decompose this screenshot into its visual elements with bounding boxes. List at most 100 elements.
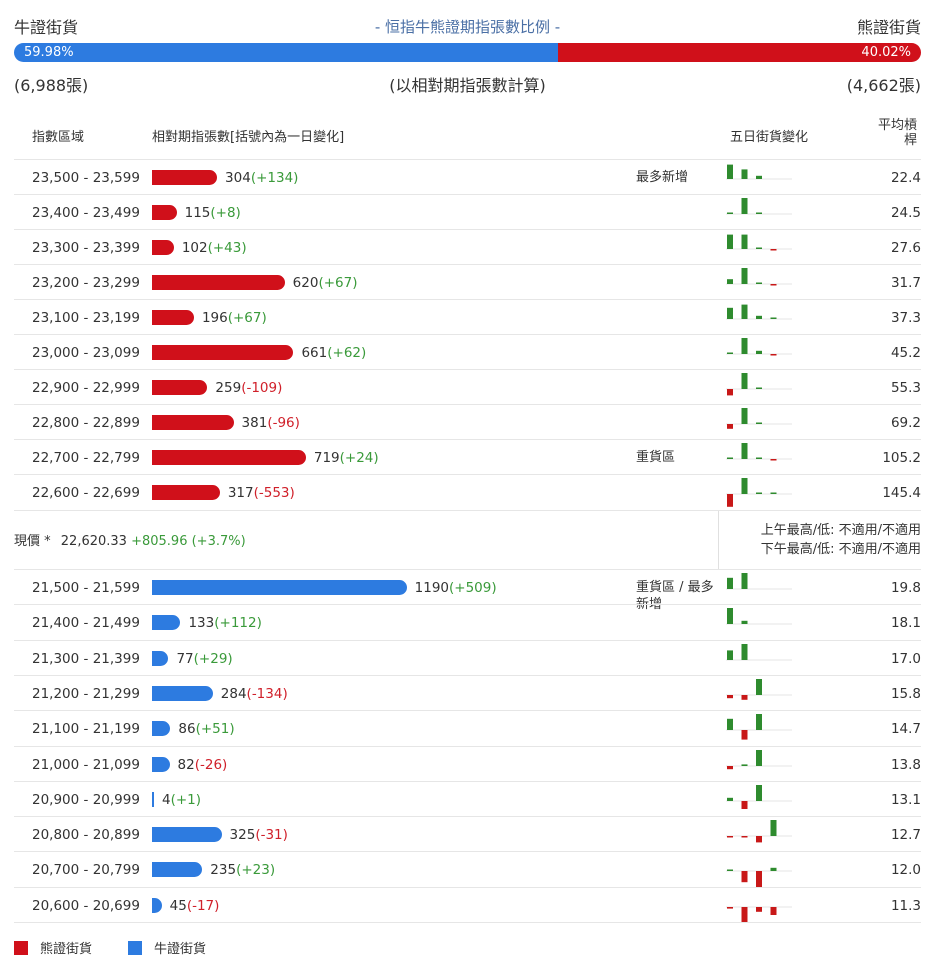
count: 719 xyxy=(313,450,340,466)
pm-high-low: 下午最高/低: 不適用/不適用 xyxy=(760,542,921,557)
five-day-bar xyxy=(741,836,748,838)
index-range: 21,000 - 21,099 xyxy=(32,756,140,773)
five-day-bar xyxy=(727,164,733,179)
table-row: 21,400 - 21,499 133(+112) 18.1 xyxy=(14,604,921,639)
current-change: +805.96 (+3.7%) xyxy=(131,534,246,549)
col-range: 指數區域 xyxy=(32,130,85,145)
table-row: 21,100 - 21,199 86(+51) 14.7 xyxy=(14,710,921,745)
one-day-change: (-553) xyxy=(253,485,295,501)
one-day-change: (+67) xyxy=(318,275,358,291)
col-contracts: 相對期指張數[括號內為一日變化] xyxy=(152,130,345,145)
five-day-bar xyxy=(741,268,748,284)
contracts-value: 196(+67) xyxy=(202,310,267,326)
table-row: 23,500 - 23,599 304(+134) 最多新增 22.4 xyxy=(14,159,921,194)
five-day-bar xyxy=(770,492,777,494)
five-day-sparkline xyxy=(726,784,792,809)
contracts-bar xyxy=(152,450,306,465)
one-day-change: (+509) xyxy=(449,580,497,596)
five-day-bar xyxy=(727,718,733,731)
table-row: 23,200 - 23,299 620(+67) 31.7 xyxy=(14,264,921,299)
contracts-bar xyxy=(152,650,169,666)
legend-bear: 熊證街貨 xyxy=(40,942,93,957)
count: 381 xyxy=(241,415,268,431)
contracts-bar xyxy=(152,345,294,360)
five-day-sparkline xyxy=(726,906,792,923)
contracts-bar xyxy=(152,310,194,325)
contracts-value: 86(+51) xyxy=(178,721,234,737)
five-day-sparkline xyxy=(726,478,792,507)
five-day-bar xyxy=(741,800,748,809)
count: 196 xyxy=(201,310,228,326)
five-day-sparkline xyxy=(726,749,792,769)
table-row: 22,700 - 22,799 719(+24) 重貨區 105.2 xyxy=(14,439,921,474)
avg-leverage: 37.3 xyxy=(890,310,921,326)
five-day-sparkline xyxy=(726,643,792,661)
one-day-change: (-31) xyxy=(255,827,288,844)
current-price: 22,620.33 xyxy=(60,534,127,549)
avg-leverage: 31.7 xyxy=(890,275,921,291)
one-day-change: (+1) xyxy=(170,791,202,808)
table-row: 20,600 - 20,699 45(-17) 11.3 xyxy=(14,886,921,923)
bull-ratio-segment: 59.98% xyxy=(14,43,559,62)
five-day-bar xyxy=(756,350,762,354)
five-day-bar xyxy=(727,797,733,801)
five-day-bar xyxy=(756,387,762,389)
table-row: 20,900 - 20,999 4(+1) 13.1 xyxy=(14,780,921,816)
five-day-bar xyxy=(741,643,748,660)
legend: 熊證街貨 牛證街貨 xyxy=(14,938,206,957)
avg-leverage: 17.0 xyxy=(890,650,921,667)
avg-leverage: 69.2 xyxy=(890,415,921,431)
five-day-bar xyxy=(727,577,733,589)
five-day-sparkline xyxy=(726,820,792,843)
five-day-bar xyxy=(727,352,733,354)
one-day-change: (+43) xyxy=(207,240,247,256)
five-day-bar xyxy=(770,868,777,872)
contracts-bar xyxy=(152,240,174,255)
col-avg-leverage: 平均槓桿 xyxy=(877,118,917,148)
table-row: 21,300 - 21,399 77(+29) 17.0 xyxy=(14,639,921,675)
five-day-bar xyxy=(756,678,762,695)
contracts-bar xyxy=(152,205,177,220)
contracts-bar xyxy=(152,380,208,395)
five-day-bar xyxy=(741,443,748,459)
five-day-bar xyxy=(741,730,748,740)
avg-leverage: 13.1 xyxy=(890,791,921,808)
one-day-change: (+8) xyxy=(210,205,241,221)
contracts-bar xyxy=(152,170,218,185)
count: 82 xyxy=(177,756,195,773)
table-row: 23,400 - 23,499 115(+8) 24.5 xyxy=(14,194,921,229)
five-day-bar xyxy=(741,198,748,214)
avg-leverage: 14.7 xyxy=(890,721,921,738)
current-price-row: 現價 * 22,620.33 +805.96 (+3.7%) 上午最高/低: 不… xyxy=(14,510,921,570)
contracts-bar xyxy=(152,685,213,701)
avg-leverage: 12.7 xyxy=(890,827,921,844)
five-day-bar xyxy=(727,279,733,284)
avg-leverage: 45.2 xyxy=(890,345,921,361)
five-day-sparkline xyxy=(726,304,792,320)
index-range: 23,300 - 23,399 xyxy=(32,240,140,256)
five-day-bar xyxy=(727,424,733,429)
count: 235 xyxy=(210,862,237,879)
avg-leverage: 18.1 xyxy=(890,615,921,632)
index-range: 21,300 - 21,399 xyxy=(32,650,140,667)
index-range: 23,500 - 23,599 xyxy=(32,170,140,186)
contracts-value: 661(+62) xyxy=(301,345,366,361)
five-day-bar xyxy=(741,169,748,179)
five-day-bar xyxy=(756,836,762,843)
five-day-bar xyxy=(741,338,748,354)
five-day-bar xyxy=(770,354,777,356)
table-row: 21,000 - 21,099 82(-26) 13.8 xyxy=(14,745,921,781)
avg-leverage: 105.2 xyxy=(882,450,921,466)
index-range: 23,200 - 23,299 xyxy=(32,275,140,291)
bull-label: 牛證街貨 xyxy=(14,18,79,37)
avg-leverage: 24.5 xyxy=(890,205,921,221)
table-row: 23,000 - 23,099 661(+62) 45.2 xyxy=(14,334,921,369)
index-range: 21,200 - 21,299 xyxy=(32,685,140,702)
five-day-bar xyxy=(756,315,762,319)
index-range: 20,900 - 20,999 xyxy=(32,791,140,808)
bear-swatch xyxy=(14,940,28,955)
five-day-sparkline xyxy=(726,408,792,429)
table-row: 23,100 - 23,199 196(+67) 37.3 xyxy=(14,299,921,334)
five-day-bar xyxy=(741,621,748,625)
bear-label: 熊證街貨 xyxy=(856,18,921,37)
